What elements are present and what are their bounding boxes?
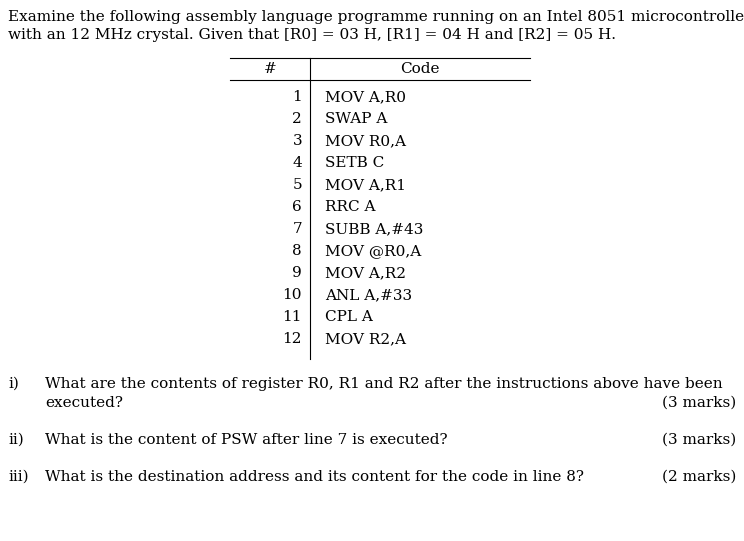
Text: MOV A,R1: MOV A,R1	[325, 178, 406, 192]
Text: 12: 12	[283, 332, 302, 346]
Text: 6: 6	[292, 200, 302, 214]
Text: i): i)	[8, 377, 19, 391]
Text: CPL A: CPL A	[325, 310, 373, 324]
Text: 8: 8	[292, 244, 302, 258]
Text: MOV R2,A: MOV R2,A	[325, 332, 406, 346]
Text: 1: 1	[292, 90, 302, 104]
Text: 2: 2	[292, 112, 302, 126]
Text: executed?: executed?	[45, 396, 123, 410]
Text: MOV R0,A: MOV R0,A	[325, 134, 406, 148]
Text: 11: 11	[283, 310, 302, 324]
Text: 4: 4	[292, 156, 302, 170]
Text: 7: 7	[292, 222, 302, 236]
Text: Examine the following assembly language programme running on an Intel 8051 micro: Examine the following assembly language …	[8, 10, 744, 24]
Text: MOV @R0,A: MOV @R0,A	[325, 244, 421, 258]
Text: 9: 9	[292, 266, 302, 280]
Text: (3 marks): (3 marks)	[661, 396, 736, 410]
Text: What are the contents of register R0, R1 and R2 after the instructions above hav: What are the contents of register R0, R1…	[45, 377, 722, 391]
Text: #: #	[263, 62, 276, 76]
Text: ANL A,#33: ANL A,#33	[325, 288, 412, 302]
Text: with an 12 MHz crystal. Given that [R0] = 03 H, [R1] = 04 H and [R2] = 05 H.: with an 12 MHz crystal. Given that [R0] …	[8, 28, 616, 42]
Text: MOV A,R2: MOV A,R2	[325, 266, 406, 280]
Text: Code: Code	[400, 62, 440, 76]
Text: MOV A,R0: MOV A,R0	[325, 90, 406, 104]
Text: What is the content of PSW after line 7 is executed?: What is the content of PSW after line 7 …	[45, 433, 448, 447]
Text: (2 marks): (2 marks)	[661, 470, 736, 484]
Text: SUBB A,#43: SUBB A,#43	[325, 222, 423, 236]
Text: 10: 10	[283, 288, 302, 302]
Text: SWAP A: SWAP A	[325, 112, 388, 126]
Text: ii): ii)	[8, 433, 24, 447]
Text: 3: 3	[292, 134, 302, 148]
Text: What is the destination address and its content for the code in line 8?: What is the destination address and its …	[45, 470, 584, 484]
Text: (3 marks): (3 marks)	[661, 433, 736, 447]
Text: iii): iii)	[8, 470, 28, 484]
Text: 5: 5	[292, 178, 302, 192]
Text: SETB C: SETB C	[325, 156, 384, 170]
Text: RRC A: RRC A	[325, 200, 376, 214]
